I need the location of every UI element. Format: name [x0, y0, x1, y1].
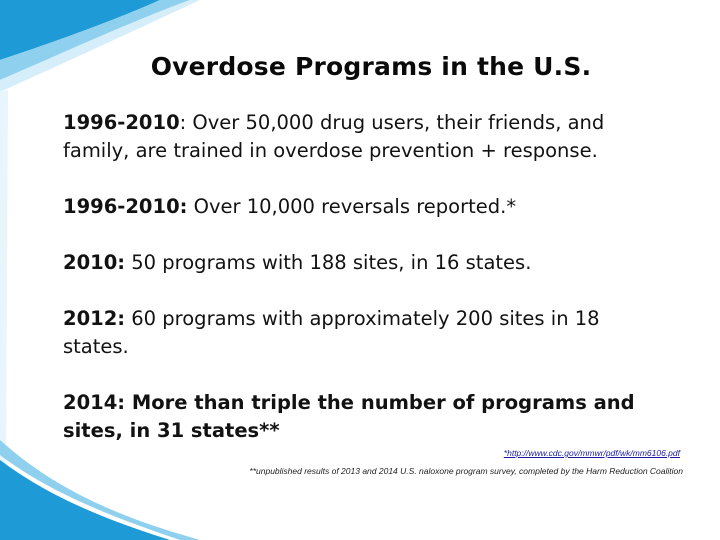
slide-title: Overdose Programs in the U.S.	[150, 52, 592, 81]
item-reversals: 1996-2010: Over 10,000 reversals reporte…	[63, 193, 663, 221]
item-text: Over 10,000 reversals reported.*	[187, 195, 517, 218]
item-label: 1996-2010	[63, 111, 180, 134]
item-2012-programs: 2012: 60 programs with approximately 200…	[63, 305, 663, 361]
item-text: 60 programs with approximately 200 sites…	[63, 307, 600, 358]
item-text: 50 programs with 188 sites, in 16 states…	[125, 251, 532, 274]
item-text: Over 50,000 drug users, their friends, a…	[63, 111, 605, 162]
swoosh-bottom-dark	[0, 460, 170, 540]
item-2010-programs: 2010: 50 programs with 188 sites, in 16 …	[63, 249, 663, 277]
footnote-cdc-link[interactable]: *http://www.cdc.gov/mmwr/pdf/wk/mm6106.p…	[503, 448, 680, 458]
item-label-suffix: :	[179, 111, 187, 134]
left-edge-strip	[0, 90, 8, 480]
item-trained-users: 1996-2010: Over 50,000 drug users, their…	[63, 109, 663, 165]
item-label: 2010:	[63, 251, 126, 274]
footnote-unpublished-note: **unpublished results of 2013 and 2014 U…	[249, 466, 683, 476]
item-2014-programs: 2014: More than triple the number of pro…	[63, 391, 635, 442]
item-label: 2012:	[63, 307, 126, 330]
item-label: 1996-2010:	[63, 195, 188, 218]
swoosh-bottom-light	[0, 440, 200, 540]
swoosh-top-dark	[0, 0, 160, 60]
